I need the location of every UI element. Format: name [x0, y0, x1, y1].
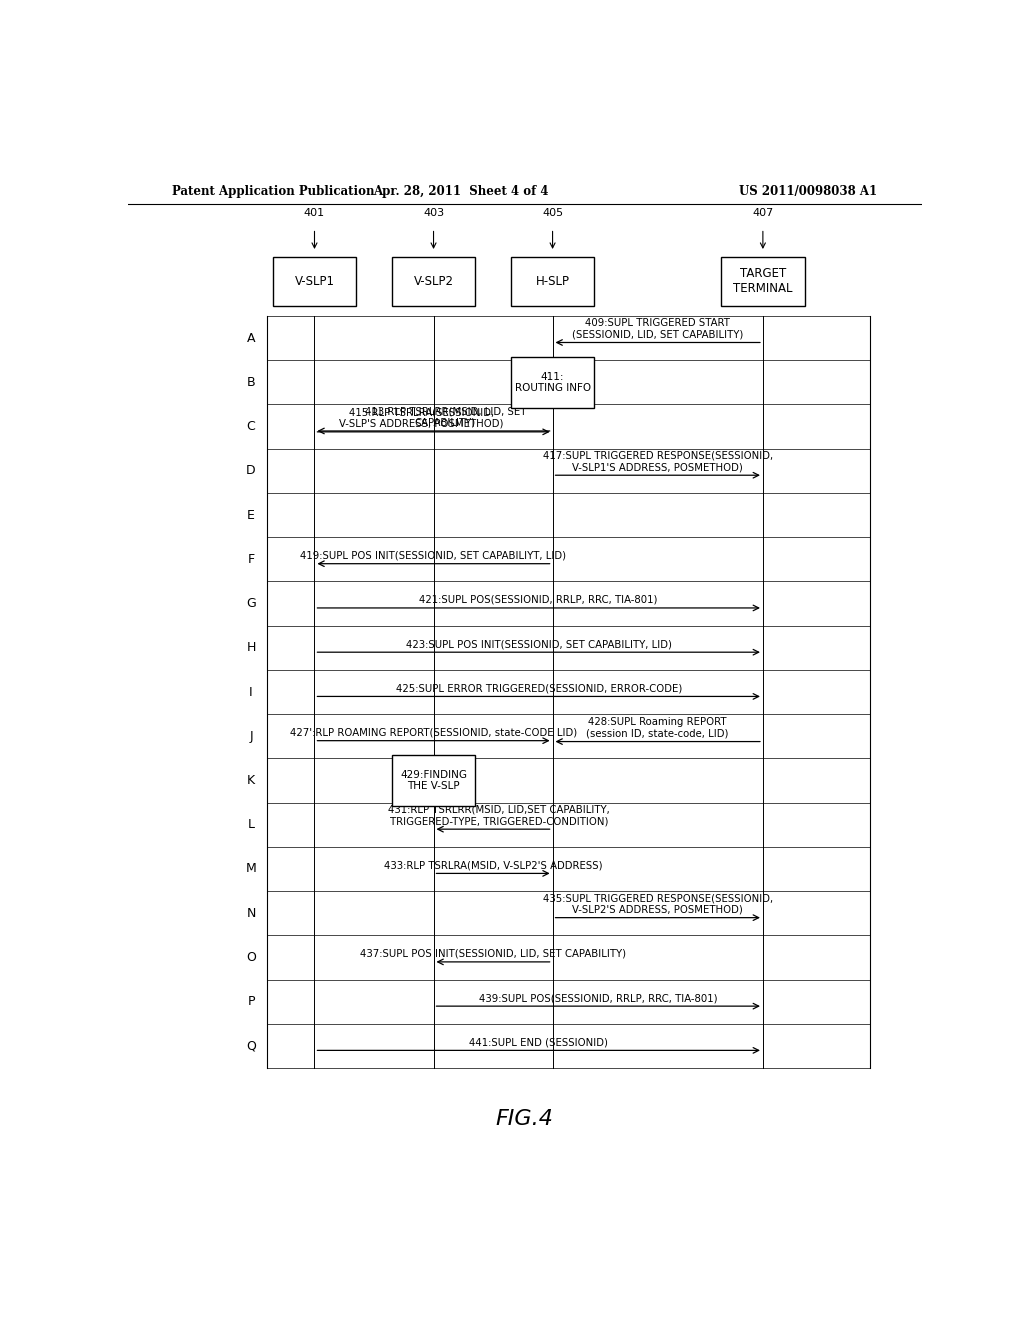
Text: Patent Application Publication: Patent Application Publication: [172, 185, 374, 198]
Text: 441:SUPL END (SESSIONID): 441:SUPL END (SESSIONID): [469, 1038, 608, 1047]
FancyBboxPatch shape: [392, 257, 475, 306]
FancyBboxPatch shape: [511, 356, 594, 408]
Text: 405: 405: [542, 209, 563, 218]
Text: I: I: [249, 685, 253, 698]
Text: 413:RLP TSRLRR(MSID, LID, SET
CAPABILITY): 413:RLP TSRLRR(MSID, LID, SET CAPABILITY…: [365, 407, 526, 428]
Text: 411:
ROUTING INFO: 411: ROUTING INFO: [514, 371, 591, 393]
Text: A: A: [247, 331, 255, 345]
Text: 417:SUPL TRIGGERED RESPONSE(SESSIONID,
V-SLP1'S ADDRESS, POSMETHOD): 417:SUPL TRIGGERED RESPONSE(SESSIONID, V…: [543, 450, 773, 473]
Text: C: C: [247, 420, 255, 433]
Text: Q: Q: [246, 1039, 256, 1052]
FancyBboxPatch shape: [392, 755, 475, 807]
Text: 429:FINDING
THE V-SLP: 429:FINDING THE V-SLP: [400, 770, 467, 791]
Text: B: B: [247, 376, 255, 389]
Text: V-SLP1: V-SLP1: [295, 275, 335, 288]
FancyBboxPatch shape: [272, 257, 356, 306]
Text: 431:RLP TSRLRR(MSID, LID,SET CAPABILITY,
TRIGGERED-TYPE, TRIGGERED-CONDITION): 431:RLP TSRLRR(MSID, LID,SET CAPABILITY,…: [388, 804, 610, 826]
Text: E: E: [247, 508, 255, 521]
Text: V-SLP2: V-SLP2: [414, 275, 454, 288]
Text: N: N: [247, 907, 256, 920]
Text: F: F: [248, 553, 255, 566]
Text: FIG.4: FIG.4: [496, 1109, 554, 1129]
Text: H: H: [247, 642, 256, 655]
Text: L: L: [248, 818, 255, 832]
Text: 415:RLP TSRLRA(SESSIONID,
V-SLP'S ADDRESS, POSMETHOD): 415:RLP TSRLRA(SESSIONID, V-SLP'S ADDRES…: [339, 407, 504, 429]
Text: 409:SUPL TRIGGERED START
(SESSIONID, LID, SET CAPABILITY): 409:SUPL TRIGGERED START (SESSIONID, LID…: [572, 318, 743, 339]
Text: 403: 403: [423, 209, 444, 218]
Text: 423:SUPL POS INIT(SESSIONID, SET CAPABILITY, LID): 423:SUPL POS INIT(SESSIONID, SET CAPABIL…: [406, 639, 672, 649]
Text: US 2011/0098038 A1: US 2011/0098038 A1: [739, 185, 878, 198]
Text: 433:RLP TSRLRA(MSID, V-SLP2'S ADDRESS): 433:RLP TSRLRA(MSID, V-SLP2'S ADDRESS): [384, 861, 602, 870]
FancyBboxPatch shape: [721, 257, 805, 306]
Text: J: J: [249, 730, 253, 743]
Text: H-SLP: H-SLP: [536, 275, 569, 288]
Text: 407: 407: [753, 209, 773, 218]
Text: O: O: [246, 950, 256, 964]
Text: TARGET
TERMINAL: TARGET TERMINAL: [733, 268, 793, 296]
Text: Apr. 28, 2011  Sheet 4 of 4: Apr. 28, 2011 Sheet 4 of 4: [374, 185, 549, 198]
Text: 401: 401: [304, 209, 325, 218]
Text: 435:SUPL TRIGGERED RESPONSE(SESSIONID,
V-SLP2'S ADDRESS, POSMETHOD): 435:SUPL TRIGGERED RESPONSE(SESSIONID, V…: [543, 894, 773, 915]
Text: M: M: [246, 862, 256, 875]
Text: 419:SUPL POS INIT(SESSIONID, SET CAPABILIYT, LID): 419:SUPL POS INIT(SESSIONID, SET CAPABIL…: [300, 550, 566, 561]
Text: 427':RLP ROAMING REPORT(SESSIONID, state-CODE LID): 427':RLP ROAMING REPORT(SESSIONID, state…: [290, 727, 578, 738]
Text: K: K: [247, 774, 255, 787]
Text: 439:SUPL POS(SESSIONID, RRLP, RRC, TIA-801): 439:SUPL POS(SESSIONID, RRLP, RRC, TIA-8…: [479, 993, 718, 1003]
Text: 421:SUPL POS(SESSIONID, RRLP, RRC, TIA-801): 421:SUPL POS(SESSIONID, RRLP, RRC, TIA-8…: [420, 595, 658, 605]
Text: 437:SUPL POS INIT(SESSIONID, LID, SET CAPABILITY): 437:SUPL POS INIT(SESSIONID, LID, SET CA…: [360, 949, 626, 958]
FancyBboxPatch shape: [511, 257, 594, 306]
Text: G: G: [246, 597, 256, 610]
Text: 425:SUPL ERROR TRIGGERED(SESSIONID, ERROR-CODE): 425:SUPL ERROR TRIGGERED(SESSIONID, ERRO…: [395, 684, 682, 693]
Text: P: P: [247, 995, 255, 1008]
Text: D: D: [246, 465, 256, 478]
Text: 428:SUPL Roaming REPORT
(session ID, state-code, LID): 428:SUPL Roaming REPORT (session ID, sta…: [587, 717, 729, 738]
